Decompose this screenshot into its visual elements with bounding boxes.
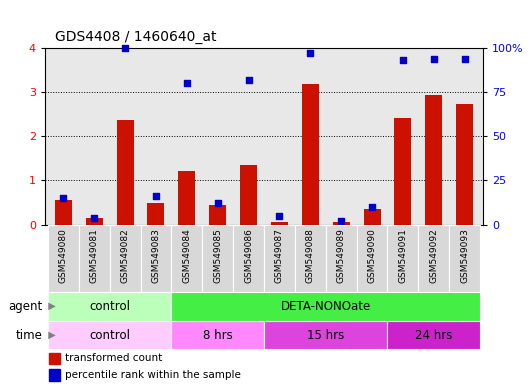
Bar <box>48 321 172 349</box>
Point <box>90 215 99 221</box>
Text: GSM549081: GSM549081 <box>90 228 99 283</box>
Bar <box>264 225 295 292</box>
Text: GSM549091: GSM549091 <box>399 228 408 283</box>
Bar <box>202 225 233 292</box>
Bar <box>418 225 449 292</box>
Text: GDS4408 / 1460640_at: GDS4408 / 1460640_at <box>55 30 217 44</box>
Point <box>368 204 376 210</box>
Text: GSM549089: GSM549089 <box>337 228 346 283</box>
Text: GSM549082: GSM549082 <box>120 228 129 283</box>
Bar <box>178 171 195 225</box>
Bar <box>240 165 257 225</box>
Bar <box>364 209 381 225</box>
Text: GSM549085: GSM549085 <box>213 228 222 283</box>
Bar <box>264 321 388 349</box>
Bar <box>110 225 140 292</box>
Bar <box>302 84 319 225</box>
Bar <box>449 225 480 292</box>
Bar <box>48 225 79 292</box>
Bar <box>147 203 164 225</box>
Bar <box>333 222 350 225</box>
Bar <box>49 353 60 364</box>
Bar <box>117 119 134 225</box>
Point <box>460 56 469 62</box>
Bar <box>388 321 480 349</box>
Bar <box>49 369 60 381</box>
Text: percentile rank within the sample: percentile rank within the sample <box>64 370 240 380</box>
Text: 24 hrs: 24 hrs <box>415 329 452 341</box>
Point <box>121 45 129 51</box>
Text: GSM549092: GSM549092 <box>429 228 438 283</box>
Bar <box>456 104 473 225</box>
Text: control: control <box>89 300 130 313</box>
Bar <box>388 225 418 292</box>
Bar <box>271 222 288 225</box>
Bar <box>48 292 172 321</box>
Point <box>213 200 222 207</box>
Point <box>337 218 345 224</box>
Bar <box>233 225 264 292</box>
Text: GSM549087: GSM549087 <box>275 228 284 283</box>
Bar <box>356 225 388 292</box>
Bar <box>295 225 326 292</box>
Point <box>399 57 407 63</box>
Bar <box>55 200 72 225</box>
Bar <box>209 205 226 225</box>
Point <box>244 77 253 83</box>
Text: GSM549083: GSM549083 <box>152 228 161 283</box>
Text: GSM549088: GSM549088 <box>306 228 315 283</box>
Text: GSM549090: GSM549090 <box>367 228 376 283</box>
Bar <box>79 225 110 292</box>
Text: time: time <box>15 329 42 341</box>
Point <box>152 193 160 199</box>
Text: GSM549080: GSM549080 <box>59 228 68 283</box>
Bar <box>394 118 411 225</box>
Text: control: control <box>89 329 130 341</box>
Text: DETA-NONOate: DETA-NONOate <box>280 300 371 313</box>
Bar <box>172 321 264 349</box>
Point <box>429 56 438 62</box>
Point <box>183 80 191 86</box>
Point <box>275 213 284 219</box>
Point <box>306 50 315 56</box>
Text: agent: agent <box>8 300 42 313</box>
Point <box>59 195 68 201</box>
Text: GSM549093: GSM549093 <box>460 228 469 283</box>
Bar <box>172 225 202 292</box>
Text: ▶: ▶ <box>42 330 56 340</box>
Text: 15 hrs: 15 hrs <box>307 329 344 341</box>
Text: transformed count: transformed count <box>64 353 162 363</box>
Bar <box>172 292 480 321</box>
Text: 8 hrs: 8 hrs <box>203 329 232 341</box>
Bar <box>425 95 442 225</box>
Bar <box>326 225 356 292</box>
Text: GSM549084: GSM549084 <box>182 228 191 283</box>
Text: GSM549086: GSM549086 <box>244 228 253 283</box>
Text: ▶: ▶ <box>42 301 56 311</box>
Bar <box>86 218 103 225</box>
Bar <box>140 225 172 292</box>
